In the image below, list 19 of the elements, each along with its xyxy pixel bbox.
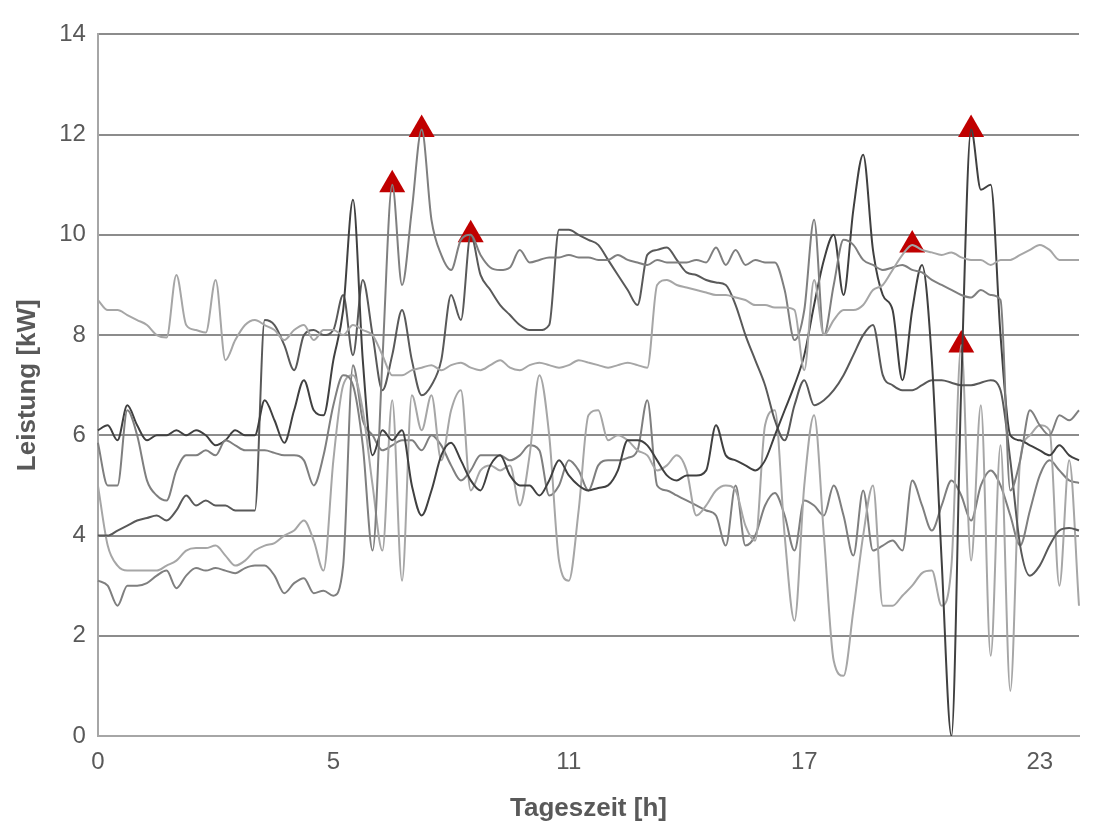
y-tick-label: 6 [72, 419, 86, 447]
point [958, 114, 985, 138]
y-tick-label: 12 [59, 119, 86, 147]
x-tick-label: 23 [1026, 747, 1054, 775]
x-tick-label: 5 [326, 747, 341, 775]
y-tick-label: 10 [59, 219, 86, 247]
point [379, 169, 406, 193]
line-series [96, 228, 1080, 577]
y-tick-label: 14 [59, 19, 86, 47]
y-tick-label: 2 [72, 620, 86, 648]
x-tick-label: 11 [556, 747, 582, 775]
x-tick-label: 17 [790, 747, 818, 775]
y-tick-label: 0 [72, 720, 86, 748]
y-axis-title: Leistung [kW] [10, 299, 41, 472]
x-axis-title: Tageszeit [h] [509, 791, 667, 822]
y-tick-label: 4 [72, 520, 86, 548]
point [408, 114, 435, 138]
y-tick-label: 8 [72, 319, 86, 347]
x-tick-label: 0 [91, 747, 105, 775]
